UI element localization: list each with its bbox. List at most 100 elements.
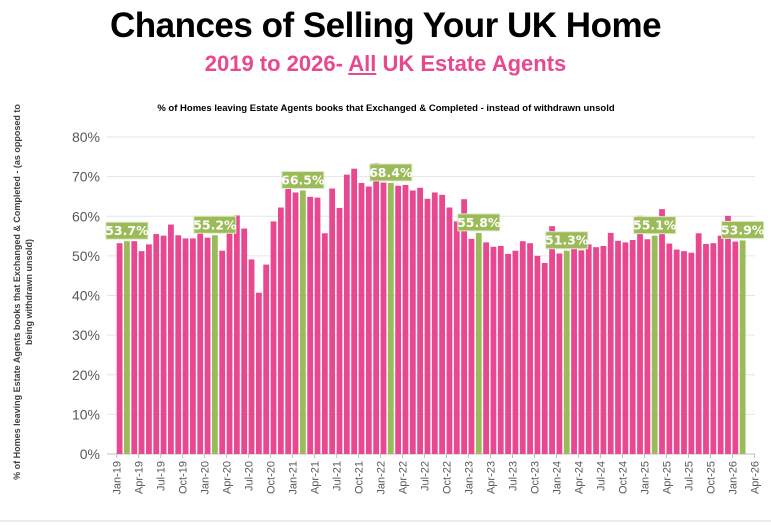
y-tick-label: 60%	[72, 208, 100, 224]
bar	[695, 233, 702, 454]
y-tick-label: 0%	[80, 446, 100, 462]
bar	[629, 240, 636, 454]
x-tick-label: Oct-21	[354, 461, 366, 494]
x-tick-label: Jul-21	[332, 461, 344, 491]
x-tick-label: Jan-25	[639, 461, 651, 495]
bar	[703, 243, 709, 454]
y-tick-label: 10%	[72, 406, 100, 422]
bar	[395, 185, 402, 454]
x-tick-label: Apr-26	[749, 461, 761, 494]
bar	[505, 253, 511, 454]
bar	[688, 252, 695, 454]
data-label: 55.1%	[633, 218, 677, 233]
bar	[490, 246, 497, 454]
data-label-box	[633, 216, 677, 235]
y-tick-label: 20%	[72, 367, 100, 383]
x-tick-label: Jan-23	[464, 461, 476, 495]
bar	[659, 209, 665, 454]
bar	[138, 251, 145, 454]
x-tick-label: Apr-24	[573, 461, 585, 494]
bar	[571, 239, 577, 454]
bar	[593, 247, 599, 454]
bar	[255, 292, 262, 454]
highlight-bar	[124, 241, 130, 454]
bar	[497, 245, 504, 454]
bar	[607, 232, 614, 454]
data-label-box	[105, 221, 149, 240]
bar	[461, 199, 468, 454]
x-tick-label: Jan-21	[288, 461, 300, 495]
bar	[717, 235, 724, 454]
bar	[343, 174, 350, 455]
bar	[681, 251, 687, 454]
bars	[116, 163, 746, 455]
chart-title: % of Homes leaving Estate Agents books t…	[157, 103, 614, 114]
bar	[307, 196, 314, 455]
bar	[116, 243, 123, 454]
y-tick-label: 40%	[72, 288, 100, 304]
bar	[424, 198, 431, 454]
highlight-bar	[563, 250, 570, 454]
bar	[585, 244, 592, 454]
bar	[666, 243, 673, 454]
bar	[417, 187, 424, 454]
x-tick-label: Jan-24	[552, 461, 564, 495]
y-axis-label-line-1: % of Homes leaving Estate Agents books t…	[12, 104, 22, 480]
bar	[725, 215, 731, 454]
y-tick-label: 30%	[72, 327, 100, 343]
x-axis-ticks: Jan-19 Apr-19 Jul-19 Oct-19 Jan-20 Apr-20 Jul-…	[112, 454, 761, 495]
data-label: 53.7%	[105, 223, 149, 238]
bar	[160, 235, 167, 454]
y-axis-label: % of Homes leaving Estate Agents books t…	[12, 104, 34, 480]
x-tick-label: Jul-23	[508, 461, 520, 491]
bar	[380, 182, 387, 454]
bar	[519, 241, 526, 454]
bar	[248, 259, 255, 454]
bar	[453, 221, 460, 454]
bar	[402, 184, 409, 455]
page-subtitle: 2019 to 2026- All UK Estate Agents	[0, 51, 771, 77]
bar	[512, 250, 519, 454]
y-tick-label: 80%	[72, 129, 100, 145]
bar	[710, 243, 717, 454]
bar	[226, 231, 233, 454]
x-tick-label: Jan-19	[112, 461, 124, 495]
y-axis-label-line-2: being withdrawn unsold)	[24, 239, 34, 345]
highlight-bar	[299, 190, 306, 454]
data-label: 55.2%	[193, 217, 237, 232]
bar	[321, 233, 328, 454]
bar	[219, 250, 226, 454]
bar	[600, 245, 607, 454]
bar	[292, 192, 299, 454]
bar	[270, 221, 277, 454]
bar	[556, 253, 563, 454]
bar	[358, 182, 365, 454]
bar	[541, 263, 548, 454]
bar	[578, 250, 585, 454]
bar	[365, 186, 372, 454]
bar	[409, 190, 416, 454]
x-tick-label: Apr-22	[398, 461, 410, 494]
x-tick-label: Apr-20	[222, 461, 234, 494]
x-tick-label: Jul-22	[420, 461, 432, 491]
bar	[241, 228, 248, 454]
x-tick-label: Oct-25	[705, 461, 717, 494]
data-label-box	[721, 220, 765, 239]
bar	[732, 241, 739, 454]
data-label: 66.5%	[281, 172, 325, 187]
highlight-bar	[387, 182, 394, 454]
x-tick-label: Oct-22	[442, 461, 454, 494]
bar	[263, 264, 270, 454]
y-axis-ticks: 0% 10% 20% 30% 40% 50% 60% 70% 80%	[72, 129, 100, 462]
data-labels: 53.7% 55.2% 66.5% 68.4% 55.8% 51.3% 55.1% 53.9%	[105, 163, 765, 250]
bar	[446, 207, 453, 454]
bar	[153, 234, 160, 454]
data-label-box	[369, 163, 413, 182]
x-tick-label: Apr-21	[310, 461, 322, 494]
bar	[336, 207, 343, 454]
x-tick-label: Apr-23	[486, 461, 498, 494]
x-tick-label: Oct-23	[530, 461, 542, 494]
x-tick-label: Apr-25	[661, 461, 673, 494]
highlight-bar	[475, 232, 482, 454]
